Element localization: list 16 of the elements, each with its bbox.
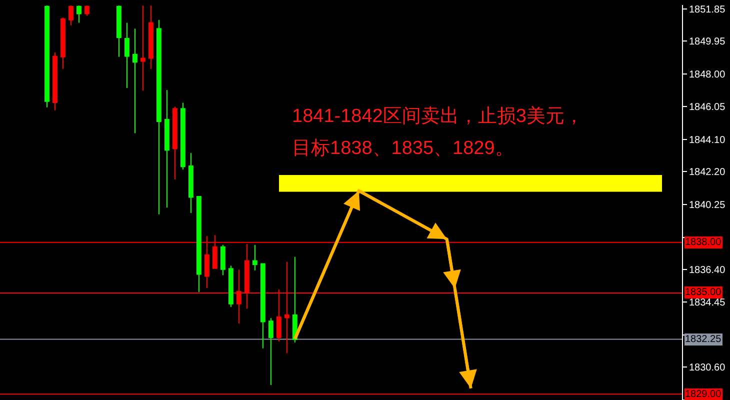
y-tick-label: 1840.25 <box>689 200 726 211</box>
ref-line-label: 1829.00 <box>685 389 722 400</box>
y-tick-label: 1842.20 <box>689 167 726 178</box>
y-tick-label: 1848.00 <box>689 69 726 80</box>
y-tick-label: 1849.95 <box>689 36 726 48</box>
y-tick-label: 1846.05 <box>689 102 726 114</box>
ref-line-label: 1835.00 <box>685 287 722 298</box>
ref-line-label: 1832.25 <box>685 334 722 345</box>
y-tick-label: 1844.10 <box>689 135 726 146</box>
y-tick-label: 1836.40 <box>689 264 726 276</box>
y-tick-label: 1830.60 <box>689 362 726 374</box>
annotation: 1841-1842区间卖出，止损3美元， <box>292 105 584 127</box>
ref-line-label: 1838.00 <box>685 237 722 248</box>
y-tick-label: 1851.85 <box>689 4 726 16</box>
y-tick-label: 1834.45 <box>689 298 726 309</box>
annotation: 目标1838、1835、1829。 <box>292 138 514 159</box>
